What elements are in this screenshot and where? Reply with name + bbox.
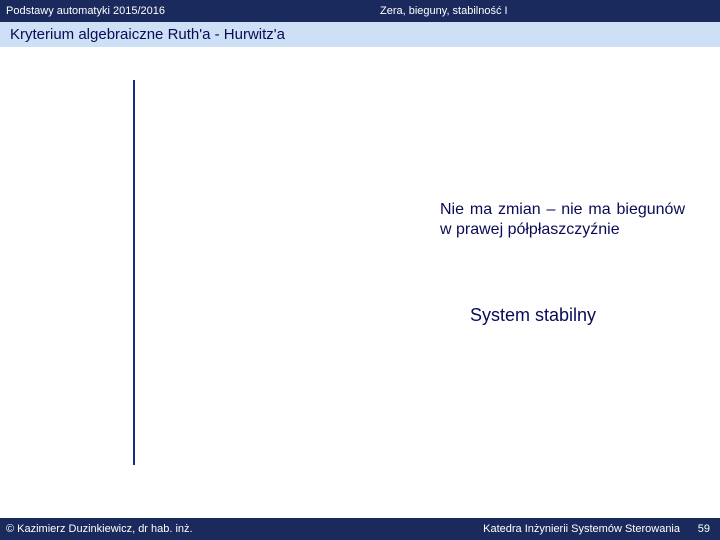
header-bar: Podstawy automatyki 2015/2016 Zera, bieg…	[0, 0, 720, 22]
body-paragraph: Nie ma zmian – nie ma biegunów w prawej …	[440, 200, 685, 240]
page-number: 59	[698, 523, 710, 535]
footer-bar: © Kazimierz Duzinkiewicz, dr hab. inż. K…	[0, 518, 720, 540]
body-statement: System stabilny	[470, 305, 596, 326]
slide-title: Kryterium algebraiczne Ruth'a - Hurwitz'…	[0, 22, 720, 47]
footer-right: Katedra Inżynierii Systemów Sterowania	[483, 523, 680, 535]
header-right: Zera, bieguny, stabilność I	[380, 5, 508, 17]
vertical-divider	[133, 80, 135, 465]
footer-left: © Kazimierz Duzinkiewicz, dr hab. inż.	[0, 523, 193, 535]
header-left: Podstawy automatyki 2015/2016	[0, 5, 165, 17]
